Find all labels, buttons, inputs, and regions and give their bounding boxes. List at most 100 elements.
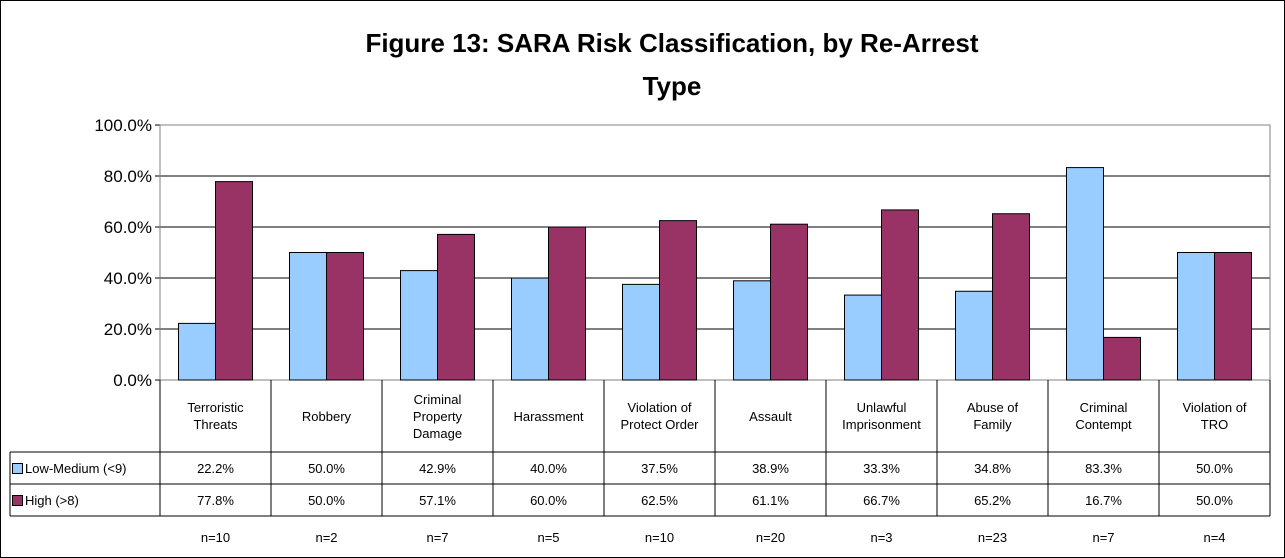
bar <box>770 223 808 381</box>
table-value: 40.0% <box>493 452 604 484</box>
x-tick-label: Robbery <box>283 380 371 452</box>
sample-size-text: n=7 <box>1092 529 1115 545</box>
table-value-text: 66.7% <box>863 492 900 508</box>
sample-size: n=5 <box>493 521 604 553</box>
sample-size-text: n=4 <box>1203 529 1226 545</box>
table-value-text: 77.8% <box>197 492 234 508</box>
x-tick-label: Criminal Contempt <box>1060 380 1148 452</box>
table-value-text: 61.1% <box>752 492 789 508</box>
bar <box>659 220 697 381</box>
table-value-text: 34.8% <box>974 460 1011 476</box>
sample-size: n=4 <box>1159 521 1270 553</box>
x-tick-label-text: Criminal Contempt <box>1075 400 1132 432</box>
y-tick-label: 100.0% <box>94 116 152 135</box>
sample-size-text: n=5 <box>537 529 560 545</box>
bar <box>992 213 1030 381</box>
legend-entry: Low-Medium (<9) <box>12 452 158 484</box>
sample-size-text: n=10 <box>644 529 675 545</box>
x-tick-label-text: Criminal Property Damage <box>412 391 463 441</box>
bar <box>511 277 549 381</box>
table-value: 66.7% <box>826 484 937 516</box>
x-tick-label-text: Robbery <box>301 408 352 424</box>
bar <box>400 270 438 381</box>
x-tick-label-text: Assault <box>749 408 792 424</box>
x-tick-label: Criminal Property Damage <box>394 380 482 452</box>
sample-size: n=10 <box>160 521 271 553</box>
bar <box>955 290 993 381</box>
y-tick-label: 0.0% <box>113 371 152 390</box>
table-value-text: 57.1% <box>419 492 456 508</box>
table-value: 50.0% <box>1159 452 1270 484</box>
bar <box>437 233 475 381</box>
table-value-text: 50.0% <box>308 492 345 508</box>
sample-size: n=7 <box>1048 521 1159 553</box>
y-tick-label: 40.0% <box>104 269 152 288</box>
bar <box>1103 336 1141 381</box>
y-tick-label: 60.0% <box>104 218 152 237</box>
legend-entry-text: High (>8) <box>25 492 79 508</box>
table-value: 83.3% <box>1048 452 1159 484</box>
table-value: 61.1% <box>715 484 826 516</box>
x-tick-label-text: Abuse of Family <box>966 400 1019 432</box>
x-tick-label: Unlawful Imprisonment <box>838 380 926 452</box>
table-value-text: 62.5% <box>641 492 678 508</box>
bar <box>326 252 364 381</box>
table-value: 57.1% <box>382 484 493 516</box>
table-value-text: 60.0% <box>530 492 567 508</box>
bar <box>844 294 882 381</box>
table-value-text: 37.5% <box>641 460 678 476</box>
legend-key <box>12 494 23 506</box>
y-tick-label: 20.0% <box>104 320 152 339</box>
sample-size: n=7 <box>382 521 493 553</box>
x-tick-label-text: Violation of TRO <box>1182 400 1247 432</box>
table-value: 33.3% <box>826 452 937 484</box>
table-value-text: 38.9% <box>752 460 789 476</box>
x-tick-label: Abuse of Family <box>949 380 1037 452</box>
legend-entry: High (>8) <box>12 484 158 516</box>
x-tick-label: Violation of TRO <box>1171 380 1259 452</box>
bar <box>1066 167 1104 381</box>
table-value: 34.8% <box>937 452 1048 484</box>
table-value: 50.0% <box>271 452 382 484</box>
x-tick-label-text: Violation of Protect Order <box>620 400 699 432</box>
table-value: 65.2% <box>937 484 1048 516</box>
table-value: 60.0% <box>493 484 604 516</box>
bar <box>1177 252 1215 381</box>
x-tick-label: Terroristic Threats <box>172 380 260 452</box>
table-value: 38.9% <box>715 452 826 484</box>
sample-size-text: n=20 <box>755 529 786 545</box>
bar <box>1214 252 1252 381</box>
sample-size: n=10 <box>604 521 715 553</box>
sample-size: n=3 <box>826 521 937 553</box>
table-value-text: 42.9% <box>419 460 456 476</box>
sample-size-text: n=10 <box>200 529 231 545</box>
table-value-text: 50.0% <box>1196 460 1233 476</box>
table-value-text: 16.7% <box>1085 492 1122 508</box>
bar <box>178 322 216 381</box>
table-value-text: 22.2% <box>197 460 234 476</box>
table-value: 42.9% <box>382 452 493 484</box>
bar <box>215 181 253 381</box>
table-value: 16.7% <box>1048 484 1159 516</box>
sample-size: n=2 <box>271 521 382 553</box>
legend-key <box>12 462 23 474</box>
table-value-text: 33.3% <box>863 460 900 476</box>
table-value: 50.0% <box>1159 484 1270 516</box>
table-value: 62.5% <box>604 484 715 516</box>
x-tick-label: Assault <box>727 380 815 452</box>
bar <box>733 280 771 381</box>
x-tick-label: Violation of Protect Order <box>616 380 704 452</box>
x-tick-label-text: Unlawful Imprisonment <box>842 400 921 432</box>
bar <box>548 226 586 381</box>
table-value: 22.2% <box>160 452 271 484</box>
sample-size: n=23 <box>937 521 1048 553</box>
sample-size: n=20 <box>715 521 826 553</box>
table-value-text: 83.3% <box>1085 460 1122 476</box>
table-value: 50.0% <box>271 484 382 516</box>
table-value-text: 50.0% <box>1196 492 1233 508</box>
x-tick-label-text: Terroristic Threats <box>187 400 244 432</box>
y-tick-label: 80.0% <box>104 167 152 186</box>
table-value: 77.8% <box>160 484 271 516</box>
bar <box>881 209 919 381</box>
